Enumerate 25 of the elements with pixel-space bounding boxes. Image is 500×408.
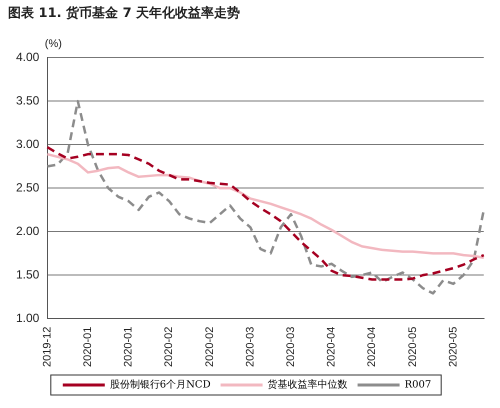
y-tick-label: 4.00 [16,50,40,64]
x-tick-label: 2020-03 [284,326,297,368]
legend-label: R007 [404,380,432,391]
x-tick-label: 2020-02 [163,326,176,368]
x-tick-label: 2020-02 [204,326,216,368]
chart-title: 图表 11. 货币基金 7 天年化收益率走势 [8,5,240,22]
y-tick-label: 3.50 [16,93,40,108]
y-tick-label: 3.00 [16,136,40,151]
line-series [46,146,486,281]
legend-label: 货基收益率中位数 [268,378,348,391]
x-tick-label: 2020-03 [244,326,256,368]
y-tick-label: 2.50 [16,180,40,194]
x-tick-label: 2020-01 [82,326,94,368]
x-tick-label: 2019-12 [41,326,54,368]
x-tick-label: 2020-05 [447,326,460,368]
x-tick-label: 2020-01 [122,326,135,368]
x-tick-label: 2020-04 [326,326,338,368]
legend-label: 股份制银行6个月NCD [110,378,211,391]
line-series [46,100,486,295]
y-tick-label: 1.50 [16,267,40,282]
y-axis-title: (%) [44,38,62,50]
x-tick-label: 2020-04 [366,326,378,368]
y-tick-label: 2.00 [16,224,40,238]
y-tick-label: 1.00 [16,310,40,325]
x-tick-label: 2020-05 [406,326,419,368]
